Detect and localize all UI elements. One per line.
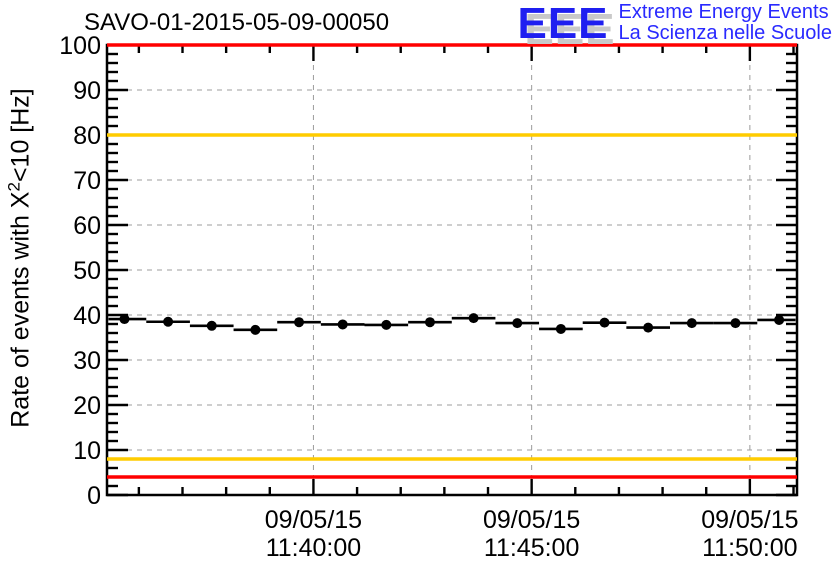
y-axis-labels: 0 10 20 30 40 50 60 70 80 90 100	[59, 32, 101, 510]
x-axis-labels: 09/05/1511:40:0009/05/1511:45:0009/05/15…	[265, 506, 799, 562]
data-point-marker	[512, 318, 523, 329]
x-tick-label-date: 09/05/15	[483, 506, 580, 534]
data-point-marker	[424, 317, 435, 328]
data-point-marker	[206, 320, 217, 331]
threshold-lines	[107, 43, 797, 479]
x-tick-label-time: 11:40:00	[266, 534, 361, 562]
data-point-marker	[294, 317, 305, 328]
y-tick-label: 100	[59, 32, 101, 60]
y-tick-label: 70	[73, 167, 101, 195]
x-tick-label-time: 11:50:00	[702, 534, 797, 562]
data-point-marker	[337, 319, 348, 330]
y-axis-title: Rate of events with X2<10 [Hz]	[4, 88, 35, 428]
y-tick-label: 90	[73, 77, 101, 105]
eee-logo-text: Extreme Energy Events La Scienza nelle S…	[619, 2, 832, 44]
data-point-marker	[774, 314, 785, 325]
data-point-marker	[119, 314, 130, 325]
y-axis-title-post: <10 [Hz]	[6, 88, 35, 183]
data-series	[108, 313, 796, 335]
data-point-marker	[250, 324, 261, 335]
eee-logo-line2: La Scienza nelle Scuole	[618, 22, 832, 44]
y-tick-label: 10	[73, 437, 101, 465]
data-point-marker	[730, 318, 741, 329]
y-tick-label: 50	[73, 257, 101, 285]
data-point-marker	[381, 319, 392, 330]
eee-logo-acronym: EEE	[517, 0, 609, 48]
data-point-marker	[686, 318, 697, 329]
y-tick-label: 40	[73, 302, 101, 330]
data-point-marker	[163, 316, 174, 327]
gridlines	[107, 45, 797, 495]
eee-logo-line1: Extreme Energy Events	[618, 1, 829, 23]
x-tick-label-date: 09/05/15	[265, 506, 362, 534]
data-point-marker	[468, 313, 479, 324]
x-tick-label-time: 11:45:00	[484, 534, 579, 562]
x-tick-label-date: 09/05/15	[701, 506, 798, 534]
chart-title: SAVO-01-2015-05-09-00050	[84, 9, 390, 36]
y-tick-label: 80	[73, 122, 101, 150]
y-axis-title-pre: Rate of events with X	[6, 191, 35, 428]
eee-logo: EEE Extreme Energy Events La Scienza nel…	[517, 0, 832, 48]
y-tick-label: 60	[73, 212, 101, 240]
y-axis-title-sup: 2	[4, 182, 24, 192]
data-point-marker	[599, 317, 610, 328]
y-tick-label: 20	[73, 392, 101, 420]
y-tick-label: 30	[73, 347, 101, 375]
data-point-marker	[643, 322, 654, 333]
y-tick-label: 0	[87, 482, 101, 510]
data-point-marker	[555, 323, 566, 334]
